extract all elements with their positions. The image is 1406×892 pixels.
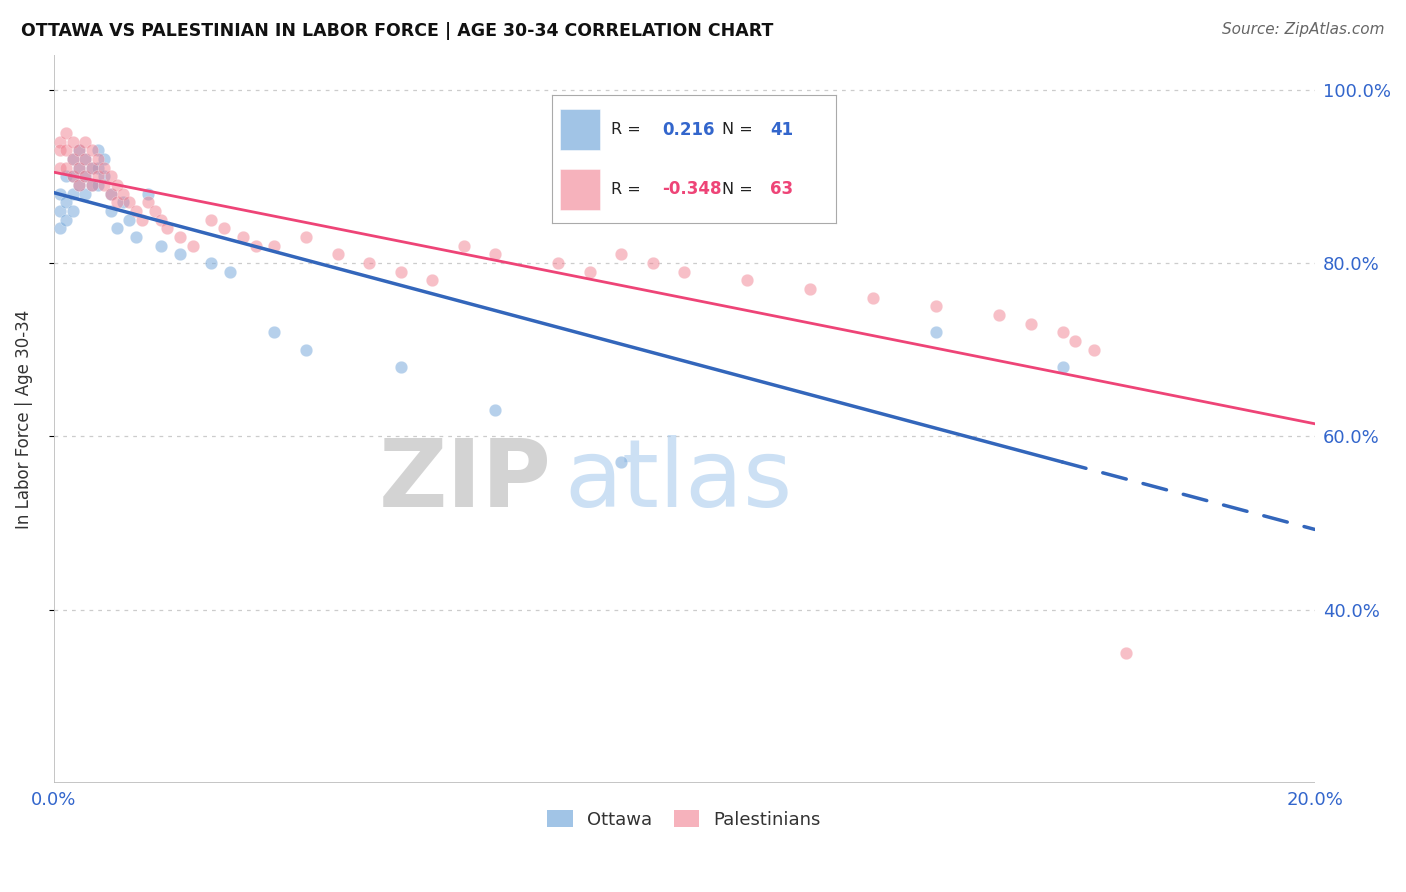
Text: Source: ZipAtlas.com: Source: ZipAtlas.com: [1222, 22, 1385, 37]
Legend: Ottawa, Palestinians: Ottawa, Palestinians: [540, 803, 828, 836]
Y-axis label: In Labor Force | Age 30-34: In Labor Force | Age 30-34: [15, 310, 32, 529]
Text: OTTAWA VS PALESTINIAN IN LABOR FORCE | AGE 30-34 CORRELATION CHART: OTTAWA VS PALESTINIAN IN LABOR FORCE | A…: [21, 22, 773, 40]
Text: ZIP: ZIP: [380, 435, 553, 527]
Text: atlas: atlas: [564, 435, 793, 527]
